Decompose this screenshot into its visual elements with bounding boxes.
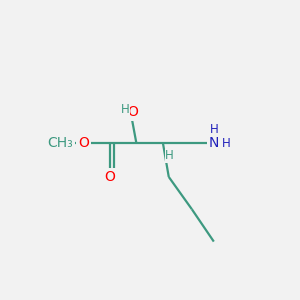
Text: CH₃: CH₃ bbox=[47, 136, 73, 150]
Text: O: O bbox=[128, 105, 138, 119]
Text: H: H bbox=[209, 123, 218, 136]
Text: H: H bbox=[121, 103, 129, 116]
Text: N: N bbox=[208, 136, 219, 150]
Text: H: H bbox=[165, 149, 174, 162]
Text: H: H bbox=[222, 137, 231, 150]
Text: O: O bbox=[104, 170, 115, 184]
Text: O: O bbox=[78, 136, 89, 150]
